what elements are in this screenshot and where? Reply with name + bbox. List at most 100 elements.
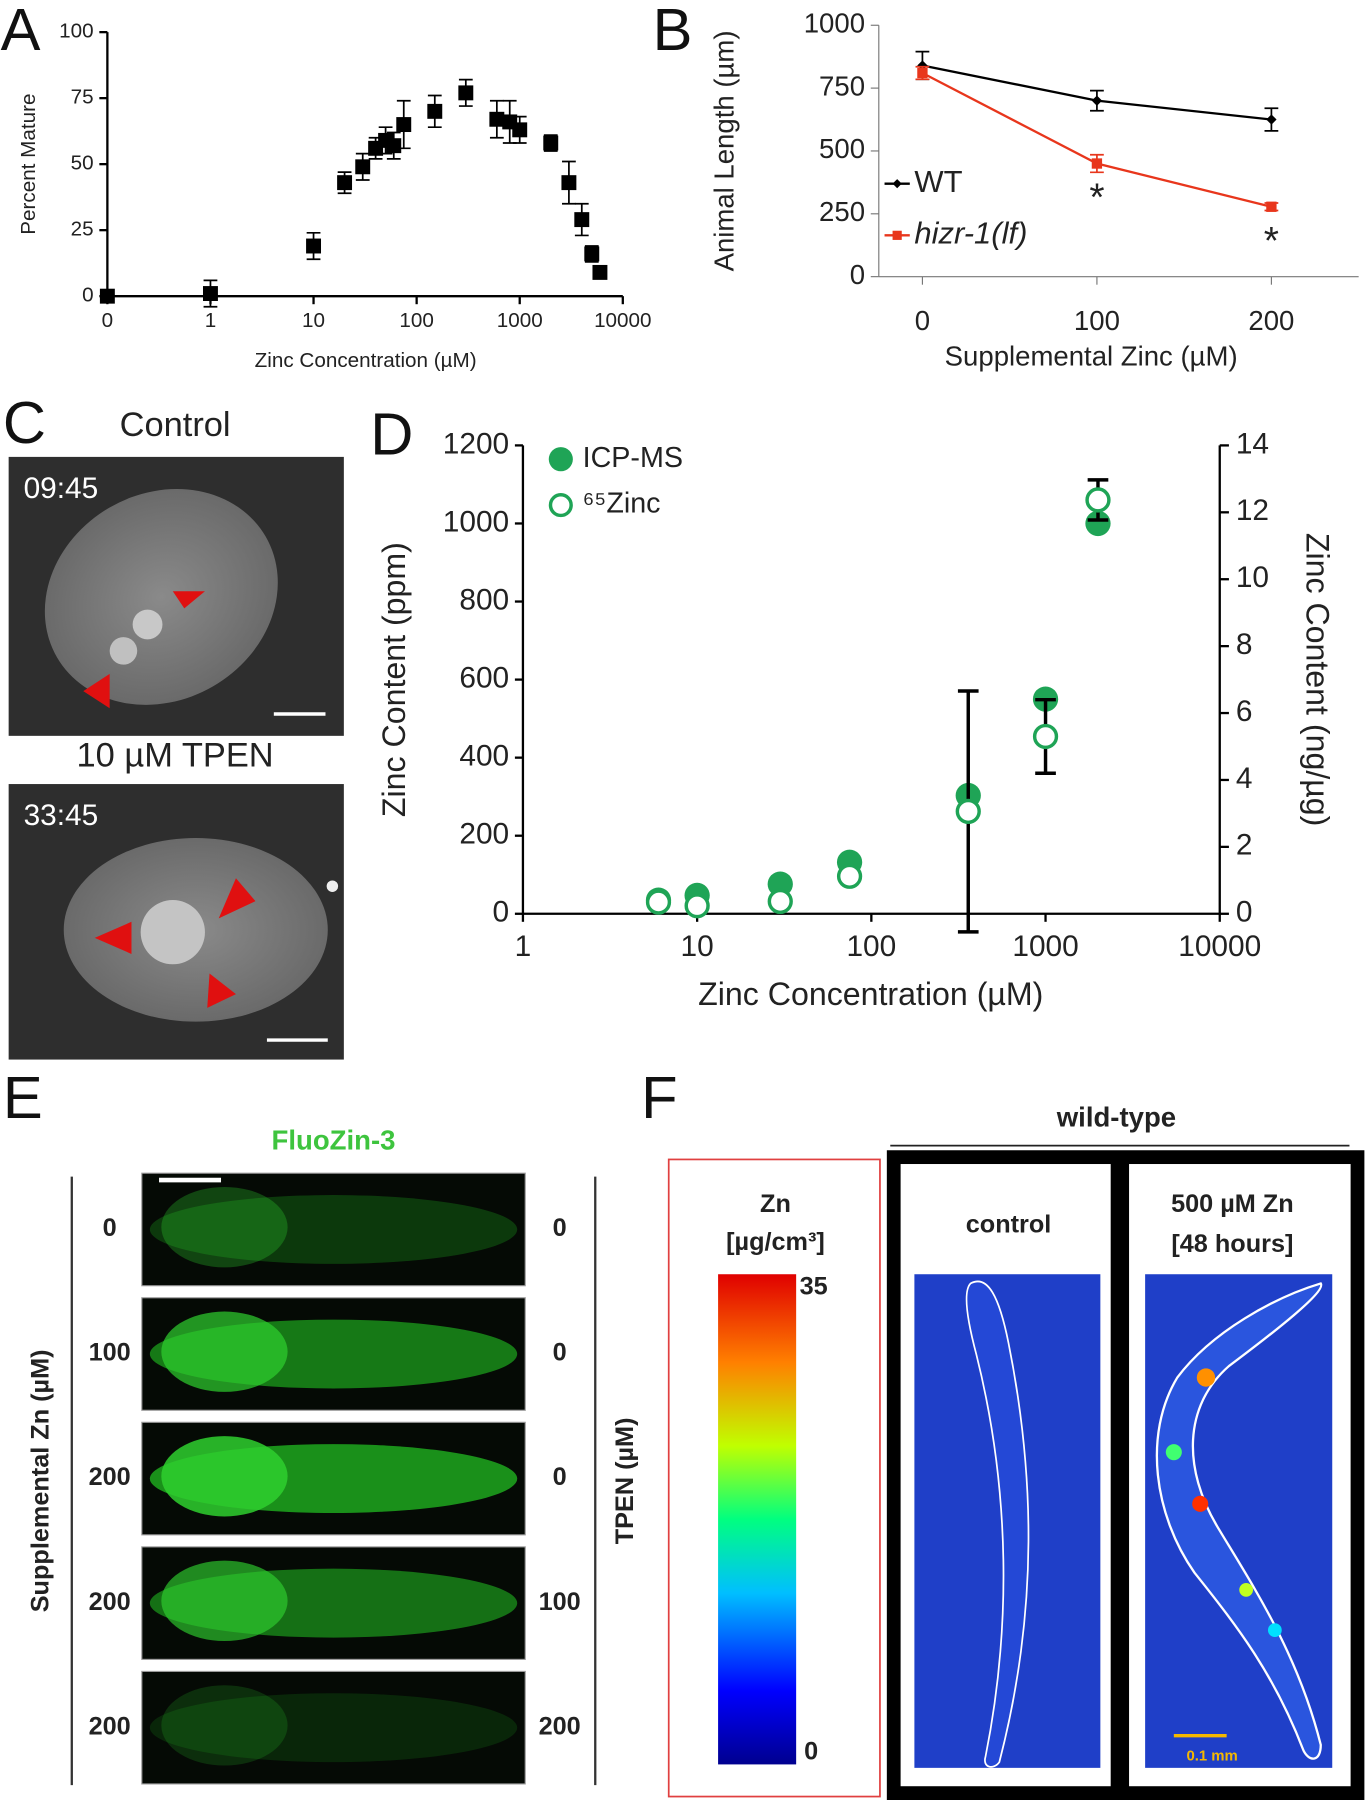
image-title: 500 µM Zn (1171, 1190, 1294, 1218)
y-tick-label: 500 (819, 133, 865, 164)
micrograph (141, 1670, 526, 1785)
worm-signal (161, 1436, 288, 1517)
x-tick-label: 200 (1248, 305, 1294, 336)
x-tick-label: 1000 (1012, 930, 1078, 963)
y-axis-title: Zinc Content (ppm) (376, 542, 412, 817)
marker (355, 159, 371, 175)
worm-outline (1155, 1282, 1323, 1760)
y2-tick-label: 12 (1236, 494, 1269, 527)
row-label: 0 (553, 1339, 567, 1367)
marker (1091, 158, 1103, 169)
y-tick-label: 600 (459, 661, 509, 694)
worm-signal (161, 1685, 288, 1766)
hotspot (1267, 1623, 1282, 1637)
annotation: * (1264, 220, 1279, 263)
legend-label: WT (914, 164, 962, 199)
x-axis-title: Zinc Concentration (µM) (698, 976, 1043, 1012)
scale-bar-label: 0.1 mm (1186, 1747, 1237, 1764)
nucleus (140, 900, 205, 965)
panel-letter: D (370, 400, 413, 467)
colorbar-min: 0 (804, 1738, 818, 1766)
worm-signal (149, 1693, 518, 1763)
chart: D 0 200 400 600 800 1000 1200 0 2 4 6 8 10 12 14 1 10 100 1… (370, 400, 1335, 1012)
axis-title: Supplemental Zn (µM) (27, 1349, 55, 1612)
x-tick-label: 1 (205, 309, 217, 332)
x-tick-label: 100 (1074, 305, 1120, 336)
marker (386, 138, 402, 154)
marker (592, 264, 608, 280)
marker (99, 288, 115, 304)
row-label: 100 (89, 1339, 131, 1367)
marker (427, 103, 443, 119)
marker (767, 888, 793, 915)
y2-tick-label: 0 (1236, 896, 1253, 929)
y-tick-label: 100 (59, 20, 93, 43)
arrowhead (172, 591, 205, 609)
marker (543, 135, 559, 151)
cell (326, 880, 339, 892)
y2-tick-label: 2 (1236, 829, 1253, 862)
legend-label: ICP-MS (583, 442, 683, 474)
image-title: FluoZin-3 (272, 1125, 396, 1156)
timestamp: 33:45 (24, 799, 99, 832)
hotspot (1192, 1495, 1209, 1512)
y-tick-label: 250 (819, 196, 865, 227)
panel-letter: A (1, 0, 41, 63)
image-title: control (966, 1211, 1052, 1239)
image-subtitle: [48 hours] (1171, 1230, 1293, 1258)
marker (561, 175, 577, 191)
y-tick-label: 0 (850, 259, 865, 290)
y-axis-title: Animal Length (µm) (708, 30, 739, 271)
image-title: Control (120, 406, 231, 444)
y-tick-label: 1200 (443, 427, 509, 460)
worm-outline (965, 1280, 1030, 1768)
row-label: 0 (103, 1214, 117, 1242)
marker (767, 871, 793, 897)
y2-axis-title: Zinc Content (ng/µg) (1300, 533, 1336, 826)
marker (1266, 201, 1277, 212)
y2-tick-label: 10 (1236, 561, 1269, 594)
x-tick-label: 10 (302, 309, 325, 332)
legend-marker (548, 447, 573, 472)
panel-letter: E (3, 1064, 43, 1131)
panel-letter: F (641, 1064, 677, 1131)
x-tick-label: 1 (515, 930, 532, 963)
marker (337, 175, 353, 191)
marker (836, 863, 863, 889)
y2-tick-label: 6 (1236, 695, 1253, 728)
nucleus (109, 637, 138, 665)
row-label: 200 (89, 1588, 131, 1616)
y-tick-label: 400 (459, 740, 509, 773)
marker (1085, 487, 1111, 513)
chart: B 0 250 500 750 1000 0 100 200 Animal Length (µm)… (653, 0, 1359, 371)
y2-tick-label: 4 (1236, 762, 1253, 795)
legend-marker (892, 230, 902, 240)
worm-signal (161, 1560, 288, 1642)
marker (1091, 95, 1103, 106)
marker (1266, 114, 1277, 125)
panel-letter: C (3, 389, 46, 456)
row-label: 0 (553, 1463, 567, 1491)
arrowhead (83, 673, 110, 709)
y2-tick-label: 14 (1236, 427, 1269, 460)
marker (202, 286, 218, 301)
group-label: wild-type (1056, 1102, 1176, 1133)
x-tick-label: 10000 (1178, 930, 1261, 963)
y2-tick-label: 8 (1236, 628, 1253, 661)
legend-label: hizr-1(lf) (914, 216, 1027, 251)
x-tick-label: 1000 (497, 309, 543, 332)
y-tick-label: 1000 (804, 8, 865, 39)
y-tick-label: 75 (71, 86, 94, 109)
legend-marker (548, 493, 573, 518)
y-tick-label: 800 (459, 583, 509, 616)
hotspot (1239, 1583, 1254, 1597)
marker (512, 122, 528, 138)
arrowhead (94, 921, 132, 954)
colorbar-max: 35 (800, 1273, 828, 1301)
micrograph (141, 1172, 526, 1287)
y-axis-title: Percent Mature (17, 94, 40, 235)
hotspot (1196, 1368, 1216, 1387)
axis-title: TPEN (µM) (611, 1417, 639, 1544)
x-tick-label: 10 (681, 930, 714, 963)
